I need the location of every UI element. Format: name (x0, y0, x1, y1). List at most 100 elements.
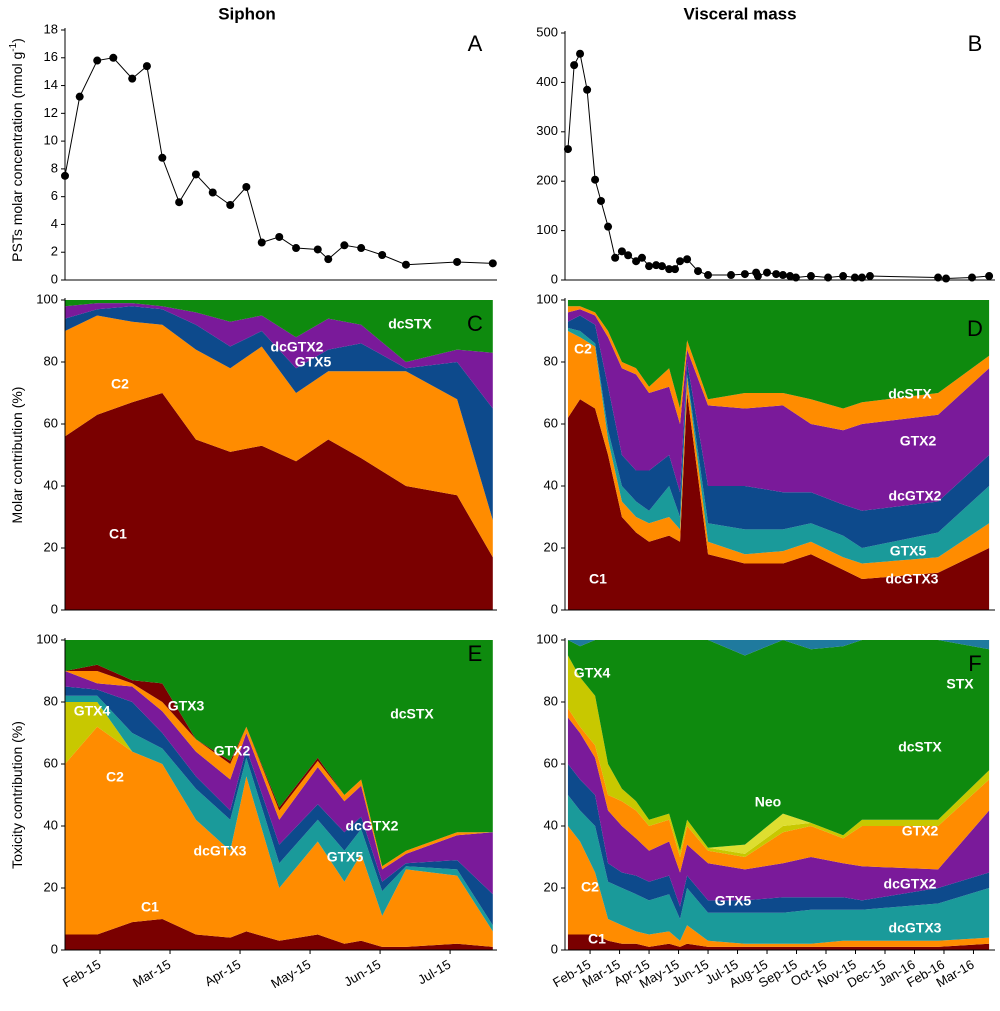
data-point (453, 257, 462, 266)
series-label: GTX5 (890, 543, 927, 559)
panel-letter: E (468, 641, 483, 666)
area-segment (567, 393, 990, 610)
data-point (570, 61, 579, 70)
series-label: C1 (109, 526, 127, 542)
x-tick-label: Jun-15 (341, 957, 383, 990)
y-tick-label: 0 (51, 941, 58, 956)
data-point (753, 272, 762, 281)
y-tick-label: 100 (536, 631, 558, 646)
data-point (576, 49, 585, 58)
data-point (727, 271, 736, 280)
x-tick-label: Apr-15 (202, 957, 243, 990)
y-tick-label: 80 (544, 353, 558, 368)
series-label: dcSTX (898, 739, 942, 755)
area-segment (65, 919, 493, 950)
area-segment (65, 726, 493, 947)
y-tick-label: 60 (544, 415, 558, 430)
panel-letter: B (968, 31, 983, 56)
data-point (175, 198, 184, 207)
data-point (806, 272, 815, 281)
data-point (324, 255, 333, 264)
y-tick-label: 40 (44, 477, 58, 492)
y-tick-label: 100 (36, 291, 58, 306)
series-label: dcGTX2 (889, 488, 942, 504)
data-point (740, 270, 749, 279)
series-label: dcGTX3 (194, 843, 247, 859)
data-point (632, 257, 641, 266)
data-point (637, 253, 646, 262)
data-point (624, 251, 633, 260)
x-tick-label: Feb-15 (60, 957, 103, 991)
data-point (611, 253, 620, 262)
data-point (652, 261, 661, 270)
data-point (683, 255, 692, 264)
area-segment (567, 640, 990, 851)
y-tick-label: 8 (51, 160, 58, 175)
y-tick-label: 10 (44, 133, 58, 148)
data-point (93, 56, 102, 65)
area-segment (567, 640, 990, 656)
x-tick-label: Jul-15 (415, 957, 453, 988)
series-label: GTX5 (715, 893, 752, 909)
series-label: C2 (106, 769, 124, 785)
data-point (676, 257, 685, 266)
panel-letter: D (967, 316, 983, 341)
data-point (142, 62, 151, 71)
y-tick-label: 60 (44, 755, 58, 770)
series-label: dcGTX3 (886, 571, 939, 587)
series-label: dcGTX2 (346, 818, 399, 834)
series-label: C2 (111, 376, 129, 392)
data-point (865, 272, 874, 281)
data-point (985, 272, 994, 281)
data-point (378, 251, 387, 259)
data-point (191, 170, 200, 179)
data-point (75, 92, 84, 101)
series-label: dcGTX3 (889, 920, 942, 936)
y-tick-label: 20 (44, 879, 58, 894)
area-segment (567, 708, 990, 873)
y-tick-label: 2 (51, 244, 58, 259)
data-point (313, 245, 322, 254)
series-label: dcSTX (888, 386, 932, 402)
series-label: GTX5 (327, 849, 364, 865)
area-segment (65, 393, 493, 610)
y-tick-label: 80 (544, 693, 558, 708)
series-label: C2 (574, 341, 592, 357)
data-point (763, 268, 772, 277)
series-label: dcGTX2 (884, 876, 937, 892)
data-point (208, 188, 217, 197)
y-tick-label: 100 (36, 631, 58, 646)
y-axis-label: Molar contribution (%) (9, 387, 25, 524)
y-tick-label: 80 (44, 693, 58, 708)
x-tick-label: May-15 (268, 957, 313, 992)
data-point (292, 244, 301, 253)
area-segment (65, 702, 493, 932)
panel-title: Visceral mass (683, 4, 796, 23)
y-tick-label: 0 (551, 601, 558, 616)
series-label: STX (946, 676, 974, 692)
data-point (604, 222, 613, 231)
data-point (704, 271, 713, 280)
y-tick-label: 18 (44, 21, 58, 36)
data-point (942, 274, 951, 283)
y-tick-label: 60 (44, 415, 58, 430)
data-point (665, 265, 674, 274)
y-tick-label: 400 (536, 74, 558, 89)
y-tick-label: 80 (44, 353, 58, 368)
y-tick-label: 0 (551, 941, 558, 956)
data-point (671, 265, 680, 274)
data-point (778, 271, 787, 280)
y-tick-label: 100 (536, 291, 558, 306)
y-tick-label: 40 (44, 817, 58, 832)
area-segment (65, 306, 493, 521)
area-segment (65, 695, 493, 932)
area-segment (567, 327, 990, 564)
y-tick-label: 40 (544, 817, 558, 832)
series-label: GTX3 (168, 698, 205, 714)
series-label: dcSTX (390, 706, 434, 722)
y-axis-label-text: Molar contribution (%) (9, 387, 25, 524)
area-segment (567, 300, 990, 409)
area-segment (567, 331, 990, 579)
y-tick-label: 20 (44, 539, 58, 554)
